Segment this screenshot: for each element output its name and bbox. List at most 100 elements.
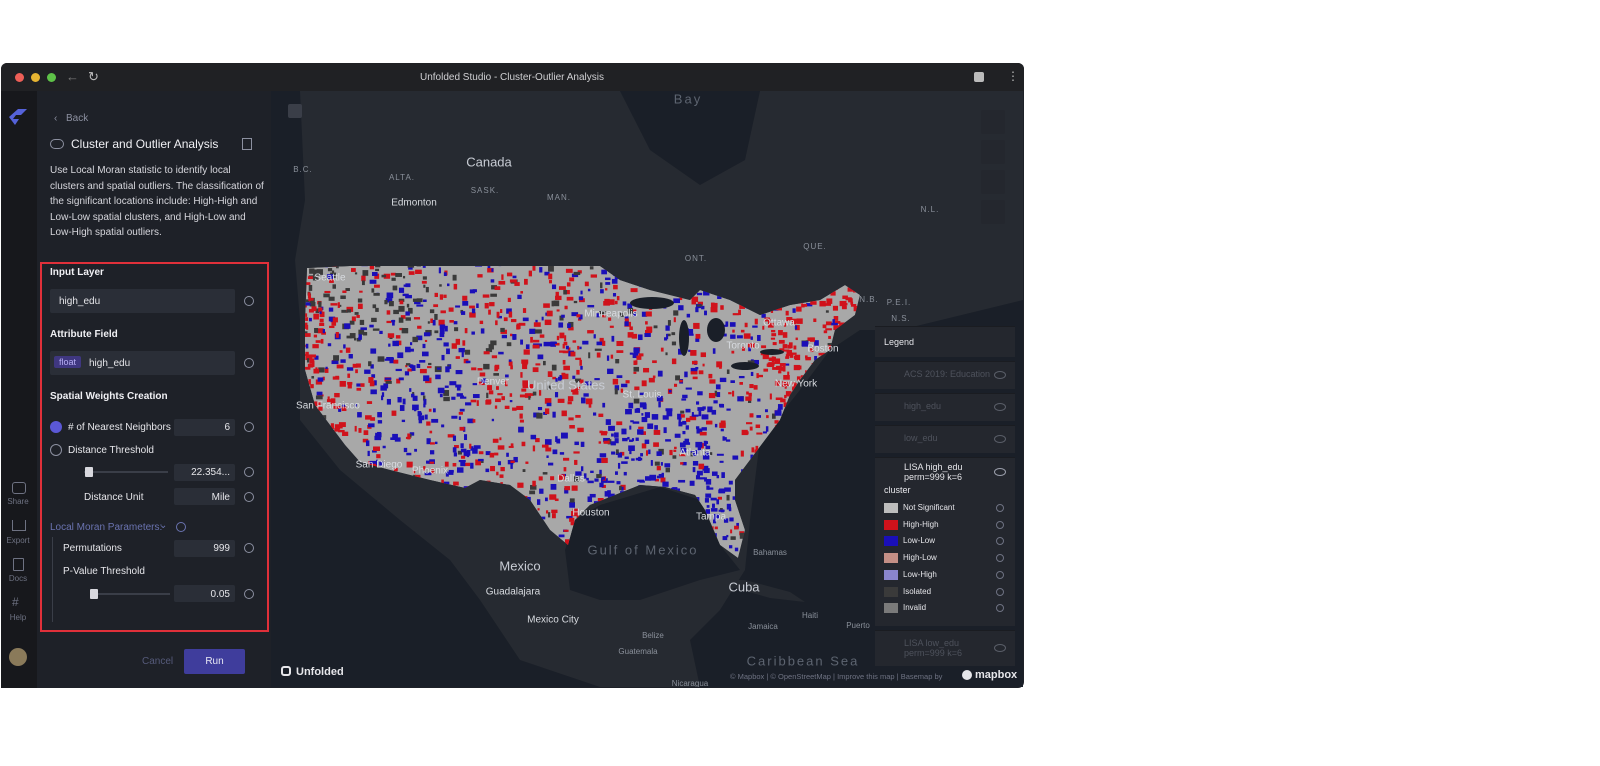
info-icon[interactable] [244, 296, 254, 306]
visibility-toggle[interactable] [994, 403, 1006, 411]
p-value-value[interactable]: 0.05 [210, 589, 230, 600]
cluster-cell [825, 328, 832, 331]
legend-active-layer[interactable] [875, 457, 1015, 626]
cluster-cell [787, 344, 792, 349]
share-label[interactable]: Share [7, 497, 29, 506]
visibility-toggle[interactable] [994, 435, 1006, 443]
slider-handle[interactable] [90, 589, 98, 599]
docs-icon[interactable] [13, 558, 24, 571]
cluster-cell [412, 395, 418, 401]
color-reset[interactable] [996, 520, 1004, 529]
active-layer-name[interactable]: LISA high_edu perm=999 k=6 [904, 462, 963, 482]
color-reset[interactable] [996, 537, 1004, 546]
minimize-button[interactable] [31, 73, 40, 82]
share-icon[interactable] [12, 482, 26, 494]
visibility-toggle[interactable] [994, 468, 1006, 476]
moran-chevron[interactable]: ⌄ [159, 520, 168, 531]
cluster-cell [627, 303, 633, 309]
cluster-cell [470, 462, 474, 469]
cluster-cell [711, 302, 718, 308]
nearest-neighbors-label[interactable]: # of Nearest Neighbors [68, 422, 171, 433]
visibility-toggle[interactable] [994, 644, 1006, 652]
cluster-cell [460, 396, 467, 399]
info-icon[interactable] [244, 422, 254, 432]
cluster-cell [407, 266, 415, 268]
color-reset[interactable] [996, 570, 1004, 579]
menu-icon[interactable]: ⋮ [1007, 69, 1019, 83]
color-reset[interactable] [996, 504, 1004, 512]
distance-unit-select[interactable] [174, 488, 235, 505]
nearest-neighbors-input[interactable] [174, 419, 235, 436]
legend-layer[interactable] [875, 425, 1015, 453]
cancel-button[interactable]: Cancel [142, 656, 174, 667]
split-map-button[interactable] [981, 110, 1005, 134]
info-icon[interactable] [244, 358, 254, 368]
doc-button[interactable] [242, 138, 252, 150]
legend-layer[interactable] [875, 361, 1015, 389]
legend-layer[interactable] [875, 393, 1015, 421]
extensions-icon[interactable] [974, 72, 984, 82]
cluster-cell [390, 272, 396, 276]
color-reset[interactable] [996, 587, 1004, 596]
legend-layer-name[interactable]: low_edu [904, 433, 938, 443]
distance-threshold-value[interactable]: 22.354... [191, 467, 230, 478]
maximize-button[interactable] [47, 73, 56, 82]
visibility-toggle[interactable] [994, 371, 1006, 379]
back-nav[interactable]: ← [66, 69, 79, 84]
cluster-cell [608, 425, 615, 431]
info-icon[interactable] [244, 543, 254, 553]
cluster-cell [771, 329, 776, 333]
nearest-neighbors-value[interactable]: 6 [224, 422, 230, 433]
cluster-cell [455, 338, 461, 345]
legend-layer-name[interactable]: LISA low_edu perm=999 k=6 [904, 638, 963, 658]
distance-threshold-radio[interactable] [50, 444, 62, 456]
cluster-cell [834, 321, 841, 324]
permutations-value[interactable]: 999 [213, 543, 230, 554]
input-layer-value[interactable]: high_edu [59, 296, 101, 307]
info-icon[interactable] [244, 589, 254, 599]
legend-layer[interactable] [875, 630, 1015, 666]
moran-toggle[interactable]: Local Moran Parameters: [50, 522, 163, 533]
close-button[interactable] [15, 73, 24, 82]
3d-button[interactable] [981, 140, 1005, 164]
color-reset[interactable] [996, 604, 1004, 613]
back-chevron[interactable]: ‹ [54, 113, 58, 124]
nearest-neighbors-radio[interactable] [50, 421, 62, 433]
cluster-cell [680, 410, 685, 414]
help-label[interactable]: Help [9, 613, 27, 622]
legend-layer-name[interactable]: high_edu [904, 401, 942, 411]
distance-threshold-input[interactable] [174, 464, 235, 481]
draw-button[interactable] [981, 170, 1005, 194]
docs-label[interactable]: Docs [8, 574, 28, 583]
cluster-cell [434, 330, 439, 334]
attribution[interactable]: © Mapbox | © OpenStreetMap | Improve thi… [730, 672, 943, 681]
collapse-button[interactable] [288, 104, 302, 118]
mapbox-logo[interactable]: mapbox [975, 669, 1018, 681]
export-label[interactable]: Export [6, 536, 30, 545]
reload[interactable]: ↻ [88, 69, 99, 84]
input-layer-select[interactable] [50, 289, 235, 313]
export-icon[interactable] [12, 520, 26, 531]
p-value-input[interactable] [174, 585, 235, 602]
distance-unit-value[interactable]: Mile [211, 492, 230, 503]
legend-layer-name[interactable]: ACS 2019: Education [904, 369, 991, 379]
user-avatar[interactable] [9, 648, 27, 666]
cluster-cell [477, 368, 483, 371]
color-reset[interactable] [996, 554, 1004, 563]
cluster-cell [453, 321, 458, 325]
cluster-cell [316, 406, 323, 411]
cluster-cell [476, 400, 479, 406]
app-logo[interactable] [7, 107, 29, 127]
distance-threshold-label[interactable]: Distance Threshold [68, 445, 154, 456]
cluster-cell [339, 350, 343, 353]
run-button[interactable]: Run [184, 649, 245, 674]
attribute-field-value[interactable]: high_edu [89, 358, 131, 369]
slider-handle[interactable] [85, 467, 93, 477]
help-icon[interactable]: # [12, 595, 19, 609]
info-icon[interactable] [176, 522, 186, 532]
legend-button[interactable] [981, 200, 1005, 224]
back-link[interactable]: Back [66, 113, 89, 124]
permutations-input[interactable] [174, 540, 235, 557]
info-icon[interactable] [244, 467, 254, 477]
info-icon[interactable] [244, 492, 254, 502]
